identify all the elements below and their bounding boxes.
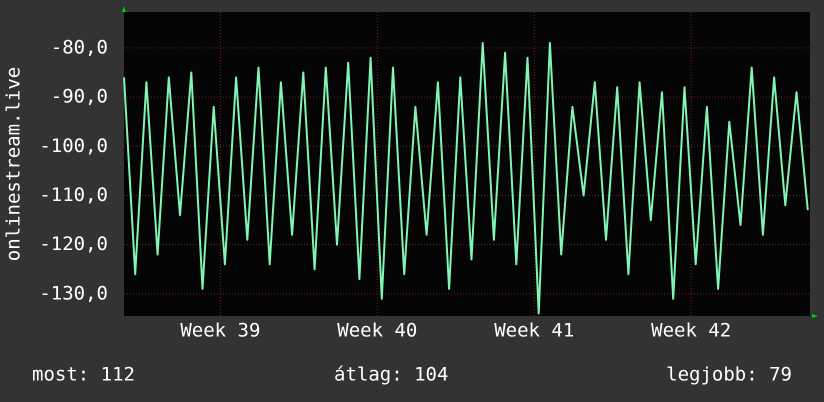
- y-tick-label: -90,0: [51, 86, 108, 108]
- x-tick-label: Week 40: [337, 320, 417, 342]
- y-tick-label: -100,0: [39, 135, 108, 157]
- x-tick-label: Week 42: [651, 320, 731, 342]
- x-axis-arrow: [812, 314, 818, 318]
- y-tick-label: -80,0: [51, 36, 108, 58]
- y-tick-label: -130,0: [39, 282, 108, 304]
- y-tick-label: -120,0: [39, 233, 108, 255]
- current-value: most: 112: [32, 364, 135, 386]
- y-axis-label: onlinestream.live: [3, 67, 25, 261]
- best-value: legjobb: 79: [666, 364, 792, 386]
- y-tick-label: -110,0: [39, 184, 108, 206]
- plot-area: [124, 12, 810, 316]
- x-tick-label: Week 41: [494, 320, 574, 342]
- x-tick-label: Week 39: [180, 320, 260, 342]
- data-line: [123, 42, 809, 315]
- y-axis-arrow: [122, 6, 126, 12]
- average-value: átlag: 104: [334, 364, 448, 386]
